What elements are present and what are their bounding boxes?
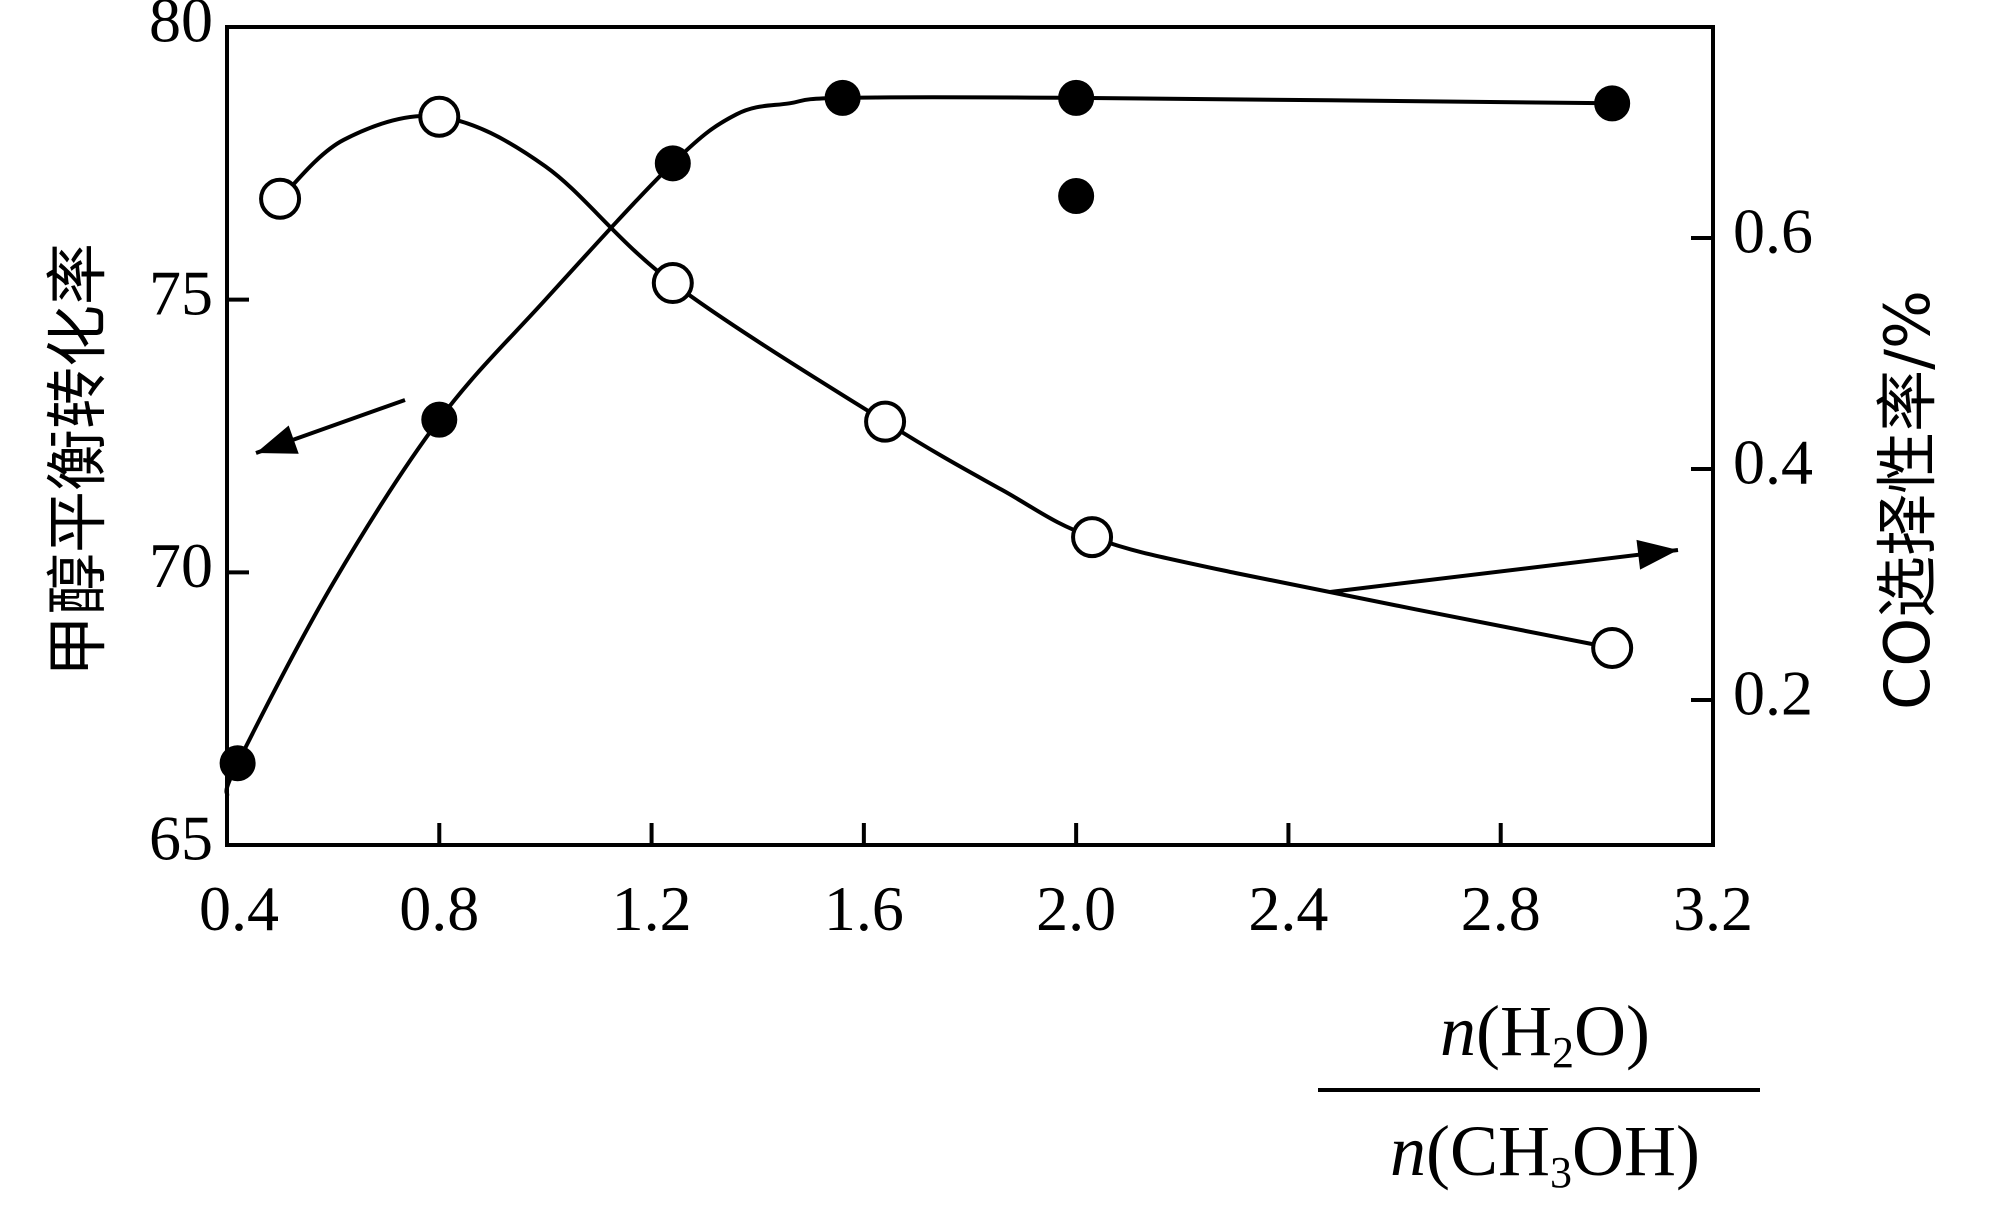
bottom-tick-label: 1.2 <box>612 873 692 944</box>
bottom-tick-label: 2.8 <box>1461 873 1541 944</box>
bottom-tick-label: 2.0 <box>1036 873 1116 944</box>
open-data-point <box>1071 516 1114 559</box>
y-left-axis-title: 甲醇平衡转化率 <box>41 243 114 677</box>
bottom-tick-label: 3.2 <box>1673 873 1753 944</box>
bottom-tick-label: 1.6 <box>824 873 904 944</box>
right-tick-label: 0.4 <box>1733 427 1813 498</box>
open-data-point <box>259 177 302 220</box>
left-tick-label: 75 <box>149 257 213 328</box>
open-data-point <box>651 262 694 305</box>
arrow-to-right-axis-head <box>1636 539 1678 570</box>
y-right-axis-title: CO选择性率/% <box>1871 290 1944 710</box>
left-tick-label: 70 <box>149 530 213 601</box>
right-axis-ticks: 0.2 0.4 0.6 <box>1691 196 1813 729</box>
x-axis-title-denominator: n(CH3OH) <box>1390 1111 1700 1197</box>
right-tick-label: 0.6 <box>1733 196 1813 267</box>
left-axis-ticks: 65 70 75 80 <box>149 0 249 874</box>
arrow-to-right-axis <box>1329 539 1679 594</box>
open-data-point <box>418 95 461 138</box>
filled-data-point <box>824 79 861 116</box>
x-axis-title: n(H2O) n(CH3OH) <box>1318 991 1760 1197</box>
left-tick-label: 65 <box>149 803 213 874</box>
open-data-point <box>1591 627 1634 670</box>
series-curves <box>224 95 1613 797</box>
x-axis-title-numerator: n(H2O) <box>1440 991 1650 1077</box>
arrow-to-right-axis-shaft <box>1329 548 1679 594</box>
arrow-to-left-axis-head <box>256 425 299 454</box>
filled-data-point <box>421 401 458 438</box>
open-data-point <box>864 400 907 443</box>
bottom-tick-label: 2.4 <box>1248 873 1328 944</box>
plot-frame <box>225 25 1715 847</box>
left-tick-label: 80 <box>149 0 213 56</box>
filled-data-point <box>654 145 691 182</box>
bottom-axis-ticks: 0.4 0.8 1.2 1.6 2.0 2.4 2.8 3.2 <box>199 823 1753 944</box>
filled-data-point <box>219 745 256 782</box>
arrow-to-left-axis <box>255 398 406 455</box>
series-2-line <box>278 113 1613 650</box>
series-1-line <box>224 95 1613 797</box>
bottom-tick-label: 0.4 <box>199 873 279 944</box>
filled-data-point <box>1058 79 1095 116</box>
filled-data-point <box>1058 178 1095 215</box>
filled-data-point <box>1594 85 1631 122</box>
bottom-tick-label: 0.8 <box>399 873 479 944</box>
annotation-arrows <box>255 398 1679 594</box>
series-markers <box>219 79 1634 782</box>
right-tick-label: 0.2 <box>1733 658 1813 729</box>
